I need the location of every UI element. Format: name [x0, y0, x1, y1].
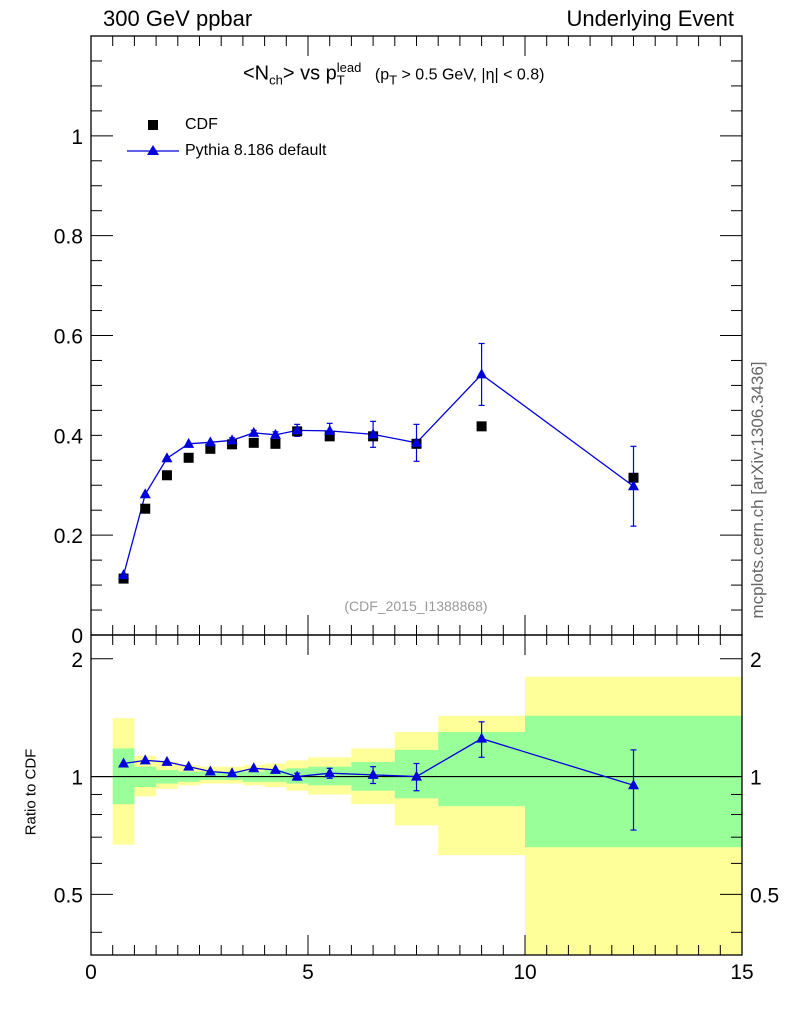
cdf-point: [161, 470, 172, 481]
cdf-point: [140, 503, 151, 514]
ratio-y-tick-label-right: 1: [750, 767, 762, 790]
ratio-axis-label: Ratio to CDF: [22, 748, 40, 836]
header-left: 300 GeV ppbar: [103, 6, 253, 31]
x-tick-label: 0: [85, 961, 97, 984]
cdf-point: [183, 452, 194, 463]
ratio-point: [226, 767, 238, 778]
ratio-point: [269, 763, 281, 774]
ratio-point: [476, 732, 488, 743]
x-tick-label: 5: [302, 961, 314, 984]
pythia-point: [628, 480, 639, 491]
pythia-point: [118, 569, 130, 580]
cdf-point: [324, 431, 335, 442]
x-tick-label: 15: [730, 961, 753, 984]
legend-item-pythia: Pythia 8.186 default: [125, 138, 326, 164]
pythia-point: [367, 428, 379, 439]
title-mid: > vs p: [282, 62, 337, 85]
pythia-point: [248, 426, 260, 437]
ratio-point: [161, 755, 173, 766]
pythia-point: [291, 424, 303, 435]
analysis-watermark: (CDF_2015_I1388868): [344, 598, 488, 614]
ratio-y-tick-label: 2: [71, 649, 83, 672]
cdf-point: [476, 421, 487, 432]
pythia-point: [269, 428, 281, 439]
pythia-point: [411, 436, 422, 447]
main-y-tick-label: 0.6: [54, 326, 83, 349]
square-marker-icon: [125, 112, 185, 138]
legend-label-pythia: Pythia 8.186 default: [185, 142, 327, 159]
pythia-point: [204, 436, 216, 447]
title-sub: ch: [269, 72, 283, 88]
ratio-point: [183, 760, 195, 771]
ratio-uncertainty-bands: [112, 676, 742, 955]
ratio-y-tick-label: 0.5: [54, 884, 83, 907]
pythia-point: [476, 368, 488, 379]
ratio-point: [291, 770, 303, 781]
ratio-y-tick-label-right: 0.5: [750, 884, 779, 907]
pythia-point: [183, 437, 195, 448]
main-y-tick-label: 0: [71, 625, 83, 648]
inner-band-bin: [199, 771, 222, 780]
header-right: Underlying Event: [566, 6, 734, 31]
title-sub2: T: [336, 72, 345, 88]
ratio-point: [411, 770, 422, 781]
title-cut-sub: T: [389, 72, 398, 88]
ratio-point: [118, 757, 130, 768]
ratio-y-tick-label: 1: [71, 767, 83, 790]
ratio-point: [628, 779, 639, 790]
ratio-point: [367, 768, 379, 779]
plot-title: <Nch> vs pTlead (pT > 0.5 GeV, |η| < 0.8…: [243, 60, 544, 88]
pythia-point: [324, 424, 336, 435]
ratio-point: [139, 754, 151, 765]
cdf-point: [248, 437, 259, 448]
ratio-point: [248, 762, 260, 773]
ratio-point: [324, 767, 336, 778]
cdf-point: [270, 438, 281, 449]
legend: CDF Pythia 8.186 default: [125, 112, 326, 164]
pythia-line: [122, 373, 634, 576]
main-y-tick-label: 0.2: [54, 525, 83, 548]
main-y-tick-label: 1: [71, 126, 83, 149]
cdf-point: [205, 443, 216, 454]
main-y-tick-label: 0.4: [54, 425, 84, 448]
title-prefix: <N: [243, 62, 270, 85]
pythia-point: [139, 488, 151, 499]
pythia-point: [226, 434, 238, 445]
ratio-point: [204, 765, 216, 776]
side-label: mcplots.cern.ch [arXiv:1306.3436]: [748, 361, 767, 619]
pythia-point: [161, 452, 173, 463]
main-y-tick-label: 0.8: [54, 226, 83, 249]
legend-label-cdf: CDF: [185, 116, 218, 133]
triangle-marker-icon: [125, 138, 185, 164]
cdf-point: [628, 472, 639, 483]
title-cut-prefix: (p: [374, 66, 390, 84]
title-sup: lead: [336, 60, 362, 75]
inner-band-bin: [264, 769, 287, 782]
title-cut-rest: > 0.5 GeV, |η| < 0.8): [397, 66, 545, 84]
legend-item-cdf: CDF: [125, 112, 326, 138]
x-tick-label: 10: [513, 961, 536, 984]
ratio-y-tick-label-right: 2: [750, 649, 762, 672]
